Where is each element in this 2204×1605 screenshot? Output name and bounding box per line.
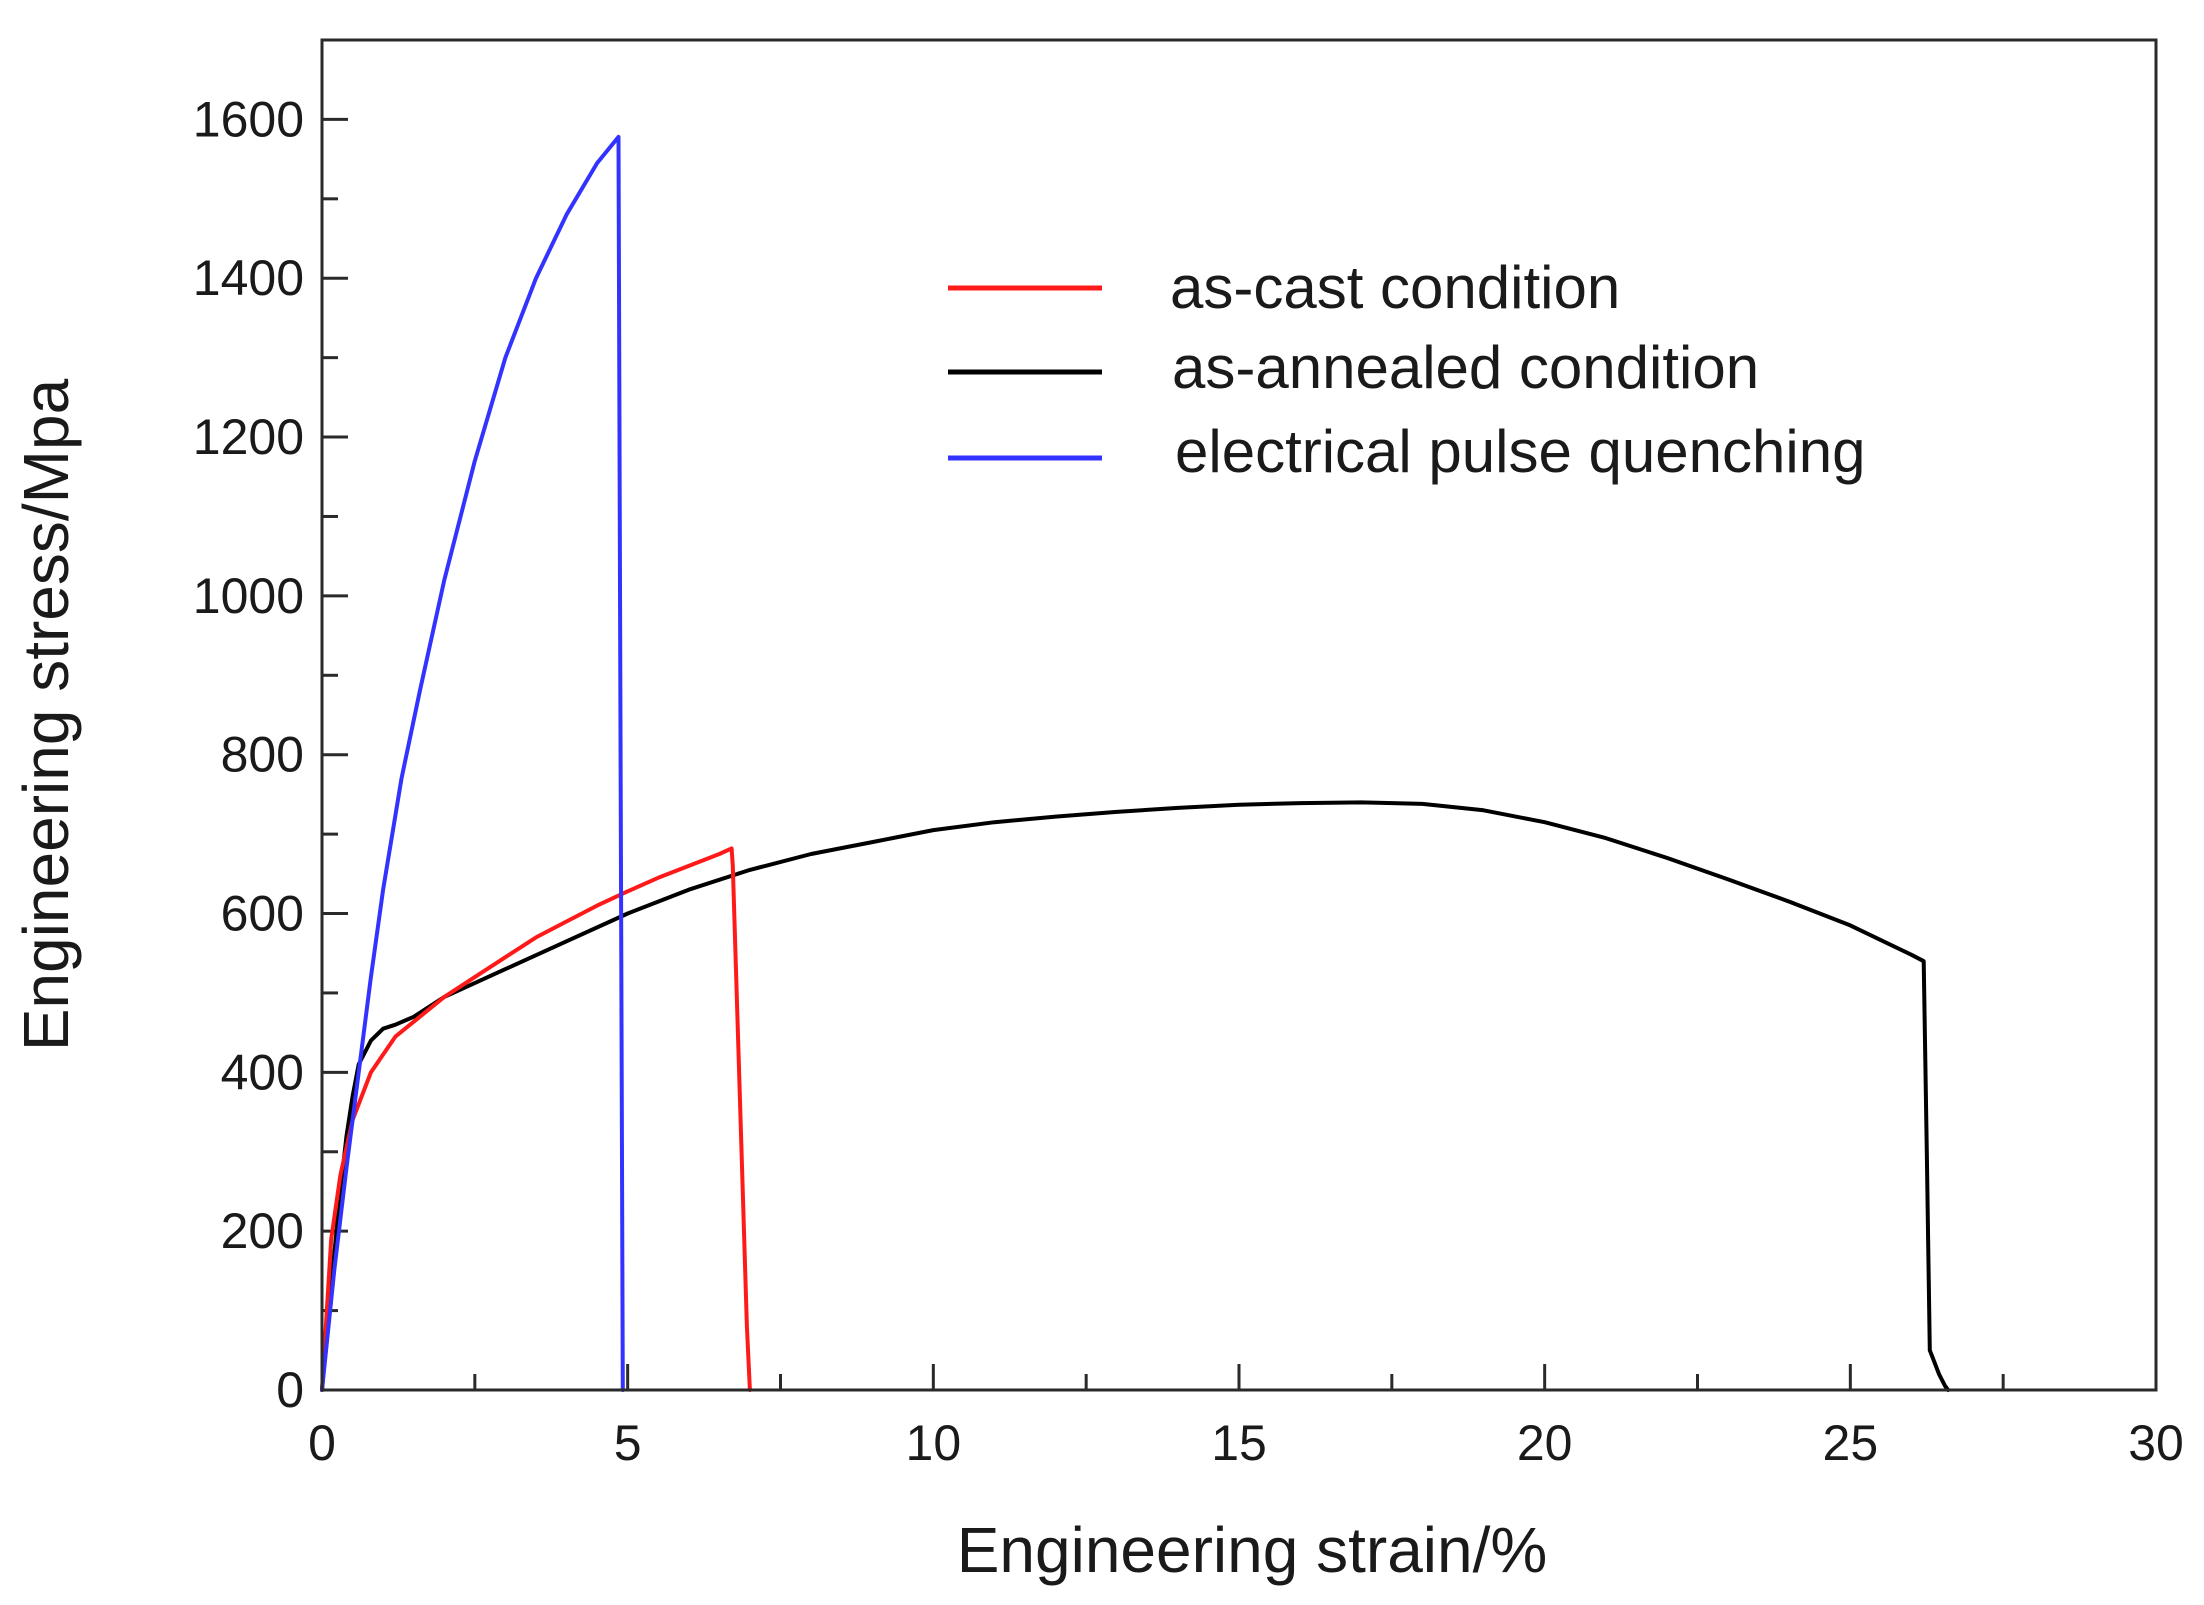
series-line-as-annealed-condition — [320, 800, 1951, 1392]
plot-frame — [320, 38, 2158, 1392]
y-tick-label: 200 — [221, 1203, 304, 1259]
legend: as-cast condition as-annealed condition … — [948, 254, 1865, 485]
x-tick-label: 5 — [614, 1415, 642, 1471]
y-tick-label: 1400 — [193, 250, 304, 306]
y-tick-label: 600 — [221, 886, 304, 942]
series-layer — [320, 134, 1951, 1392]
x-tick-label: 10 — [906, 1415, 962, 1471]
series-line-electrical-pulse-quenching — [320, 134, 625, 1392]
x-axis-label: Engineering strain/% — [957, 1514, 1548, 1586]
y-axis-ticks: 0 200 400 600 800 1000 1200 1400 1600 — [193, 38, 348, 1418]
series-line-as-cast-condition — [320, 846, 752, 1392]
y-tick-label: 1000 — [193, 568, 304, 624]
x-tick-label: 25 — [1823, 1415, 1879, 1471]
y-axis-label: Engineering stress/Mpa — [10, 378, 82, 1051]
legend-label-as-cast: as-cast condition — [1170, 254, 1620, 321]
x-tick-label: 20 — [1517, 1415, 1573, 1471]
y-tick-label: 800 — [221, 727, 304, 783]
x-tick-label: 30 — [2128, 1415, 2184, 1471]
y-tick-label: 1600 — [193, 91, 304, 147]
y-tick-label: 1200 — [193, 409, 304, 465]
y-tick-label: 0 — [276, 1362, 304, 1418]
legend-label-as-annealed: as-annealed condition — [1172, 334, 1759, 401]
legend-label-electrical-pulse: electrical pulse quenching — [1175, 418, 1865, 485]
x-tick-label: 0 — [308, 1415, 336, 1471]
y-tick-label: 400 — [221, 1044, 304, 1100]
x-tick-label: 15 — [1211, 1415, 1267, 1471]
